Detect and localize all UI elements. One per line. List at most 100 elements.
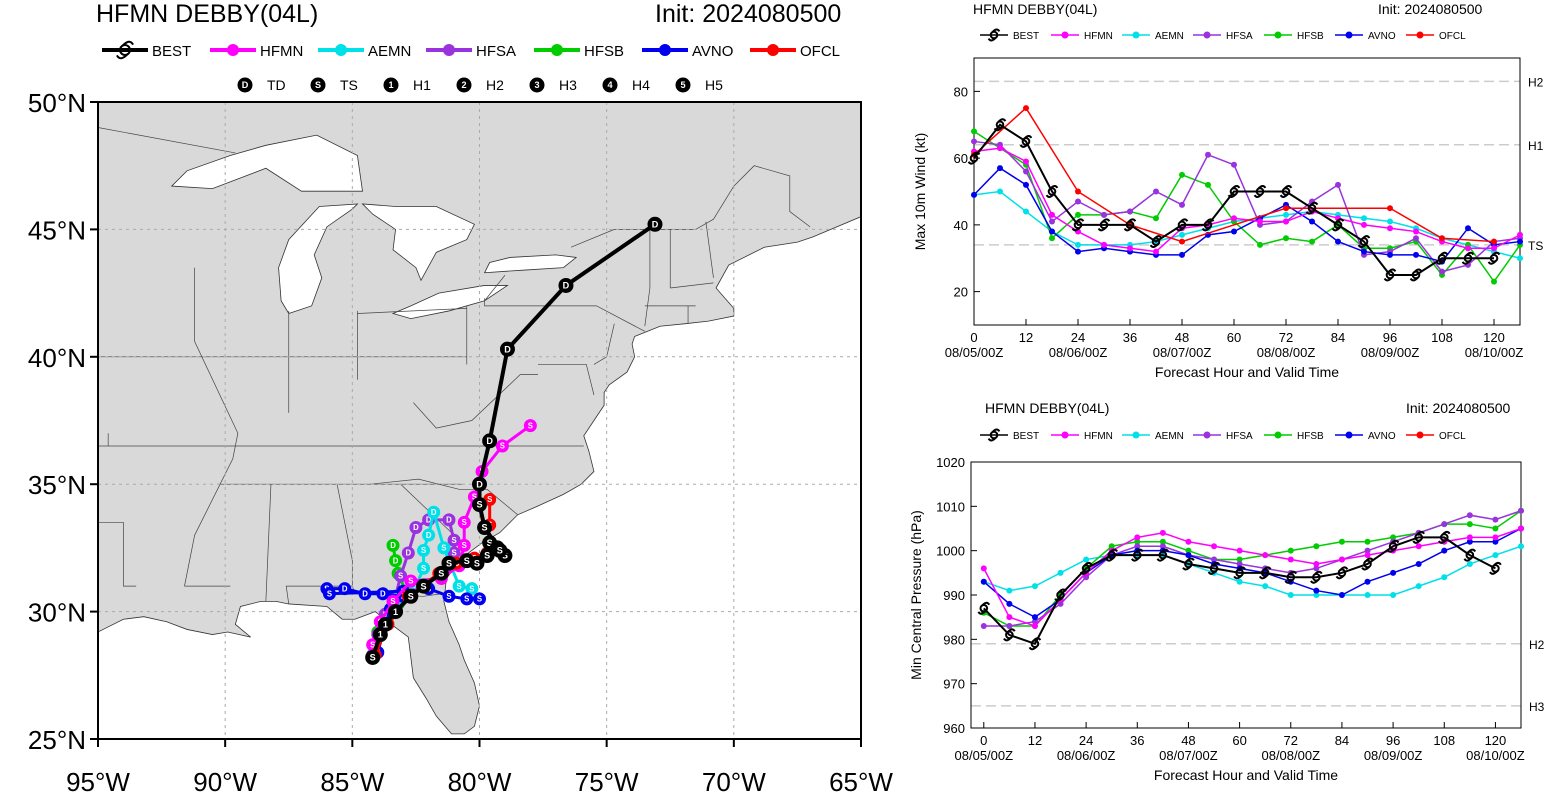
svg-text:S: S	[474, 558, 480, 568]
wind-xtick-label: 12	[1019, 330, 1033, 345]
svg-text:S: S	[327, 589, 332, 598]
data-point	[1386, 539, 1400, 553]
data-point	[1283, 235, 1289, 242]
data-point	[1415, 583, 1422, 590]
data-point	[1335, 238, 1341, 245]
data-point	[1097, 218, 1111, 232]
data-point	[1156, 548, 1170, 562]
data-point	[1279, 185, 1293, 198]
data-point	[1492, 534, 1499, 541]
data-point	[997, 145, 1003, 152]
data-point	[1284, 570, 1298, 584]
pressure-xtick-label: 48	[1181, 733, 1195, 748]
data-point	[1075, 248, 1081, 255]
legend-dot-icon	[1274, 31, 1282, 39]
legend-model-best: BEST	[102, 40, 191, 60]
hurricane-symbol-icon	[116, 40, 134, 60]
lon-label: 75°W	[575, 767, 639, 797]
wind-valid-time-label: 08/09/00Z	[1361, 345, 1420, 360]
data-point	[1287, 556, 1294, 563]
svg-text:S: S	[500, 442, 505, 451]
track-point: S	[495, 439, 509, 453]
data-point	[1075, 241, 1081, 248]
svg-text:D: D	[393, 556, 399, 565]
svg-text:D: D	[563, 281, 570, 291]
data-point	[1313, 543, 1320, 550]
pressure-chart-init: Init: 2024080500	[1406, 400, 1511, 416]
data-point	[1101, 211, 1107, 218]
data-point	[971, 128, 977, 135]
track-point: S	[492, 542, 508, 558]
pressure-valid-time-label: 08/08/00Z	[1261, 748, 1320, 763]
data-point	[1387, 225, 1393, 232]
track-map-panel: HFMN DEBBY(04L) Init: 2024080500 BEST HFM…	[28, 0, 893, 797]
data-point	[1262, 583, 1269, 590]
data-point	[1262, 552, 1269, 559]
data-point	[1287, 547, 1294, 554]
legend-model-label: HFSB	[584, 43, 624, 60]
wind-ytick-label: 40	[954, 218, 968, 233]
pressure-xtick-label: 0	[980, 733, 987, 748]
track-point: D	[409, 521, 423, 535]
data-point	[1517, 238, 1523, 245]
data-point	[1134, 534, 1141, 541]
legend-model-label: OFCL	[800, 43, 840, 60]
legend-dot-icon	[551, 44, 563, 56]
pressure-ytick-label: 1020	[936, 455, 965, 470]
data-point	[1309, 218, 1315, 225]
data-point	[1387, 205, 1393, 212]
svg-text:S: S	[398, 572, 403, 581]
wind-xtick-label: 96	[1383, 330, 1397, 345]
svg-text:D: D	[486, 436, 493, 446]
track-point: S	[442, 589, 456, 603]
track-point: S	[523, 419, 537, 433]
series-line	[983, 527, 1522, 627]
track-point: S	[437, 541, 451, 555]
data-point	[1492, 552, 1499, 559]
data-point	[1057, 569, 1064, 576]
pressure-threshold-label: H3	[1529, 700, 1545, 714]
data-point	[1179, 171, 1185, 178]
data-point	[1049, 218, 1055, 225]
wind-xtick-label: 108	[1431, 330, 1453, 345]
svg-text:S: S	[421, 581, 427, 591]
svg-text:D: D	[413, 523, 419, 532]
svg-text:S: S	[477, 595, 482, 604]
data-point	[1159, 529, 1166, 536]
data-point	[971, 138, 977, 145]
state-border	[370, 478, 518, 516]
data-point	[1390, 534, 1397, 541]
legend-dot-icon	[1132, 431, 1140, 439]
svg-text:D: D	[431, 508, 437, 517]
data-point	[1415, 543, 1422, 550]
data-point	[1175, 218, 1189, 232]
data-point	[1057, 600, 1064, 607]
track-point: D	[401, 546, 415, 560]
legend-dot-icon	[1061, 431, 1069, 439]
state-border	[265, 484, 272, 602]
svg-text:S: S	[421, 546, 426, 555]
svg-text:2: 2	[461, 80, 466, 90]
wind-legend-aemn: AEMN	[1122, 31, 1184, 42]
legend-label: BEST	[1013, 31, 1039, 42]
legend-label: BEST	[1013, 431, 1039, 442]
track-point: S	[465, 582, 479, 596]
data-point	[1253, 185, 1267, 198]
wind-valid-time-label: 08/08/00Z	[1257, 345, 1316, 360]
data-point	[967, 151, 981, 165]
data-point	[1387, 218, 1393, 225]
lat-label: 45°N	[28, 215, 86, 245]
wind-chart-svg: BEST HFMN AEMN HFSA HFSB AVNO OFCL TS H1 H2 20 40 60…	[912, 28, 1544, 380]
data-point	[1387, 251, 1393, 258]
track-point: D	[358, 587, 372, 601]
lake-superior	[170, 134, 363, 192]
intensity-badge-icon: 1	[383, 77, 399, 93]
svg-text:D: D	[362, 589, 368, 598]
data-point	[1364, 578, 1371, 585]
svg-text:S: S	[484, 551, 490, 561]
data-point	[1054, 588, 1067, 602]
lake-michigan	[278, 203, 359, 314]
data-point	[997, 165, 1003, 172]
legend-intensity-h1: 1 H1	[383, 77, 431, 93]
pressure-legend-hfsa: HFSA	[1193, 431, 1253, 442]
